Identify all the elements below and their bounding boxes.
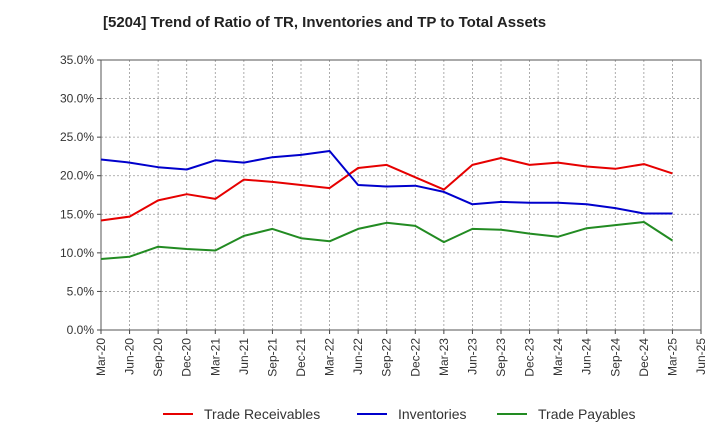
y-tick-label: 10.0% — [60, 246, 94, 260]
x-tick-label: Jun-21 — [237, 338, 251, 375]
x-tick-label: Jun-25 — [694, 338, 708, 375]
legend-label-trade-receivables: Trade Receivables — [204, 406, 320, 422]
y-tick-label: 20.0% — [60, 169, 94, 183]
x-tick-label: Dec-21 — [294, 338, 308, 377]
legend-label-inventories: Inventories — [398, 406, 466, 422]
x-tick-label: Jun-22 — [351, 338, 365, 375]
y-tick-label: 0.0% — [67, 323, 95, 337]
x-tick-label: Dec-24 — [637, 338, 651, 377]
x-tick-label: Sep-24 — [608, 338, 622, 377]
chart-title: [5204] Trend of Ratio of TR, Inventories… — [103, 14, 547, 31]
axes-layer: 0.0% 5.0% 10.0% 15.0% 20.0% 25.0% 30.0% 35.0% Ma… — [60, 53, 708, 377]
x-tick-label: Mar-23 — [437, 338, 451, 376]
x-tick-label: Mar-20 — [94, 338, 108, 376]
x-tick-label: Dec-23 — [523, 338, 537, 377]
y-tick-label: 30.0% — [60, 92, 94, 106]
x-tick-label: Sep-20 — [151, 338, 165, 377]
plot-area — [101, 60, 701, 330]
series-line-trade-receivables — [100, 157, 673, 222]
x-tick-label: Dec-20 — [180, 338, 194, 377]
y-tick-label: 15.0% — [60, 207, 94, 221]
x-tick-label: Sep-21 — [265, 338, 279, 377]
series-layer — [100, 150, 673, 260]
y-tick-label: 5.0% — [67, 284, 95, 298]
x-tick-label: Mar-25 — [665, 338, 679, 376]
series-line-inventories — [100, 150, 673, 215]
x-tick-label: Sep-23 — [494, 338, 508, 377]
x-tick-label: Jun-24 — [580, 338, 594, 375]
y-tick-label: 35.0% — [60, 53, 94, 67]
x-tick-label: Mar-21 — [208, 338, 222, 376]
x-tick-label: Jun-23 — [465, 338, 479, 375]
grid-layer — [100, 59, 702, 331]
legend-label-trade-payables: Trade Payables — [538, 406, 636, 422]
series-line-trade-payables — [100, 221, 673, 260]
x-tick-label: Jun-20 — [123, 338, 137, 375]
y-tick-label: 25.0% — [60, 130, 94, 144]
legend: Trade Receivables Inventories Trade Payabl… — [163, 406, 636, 422]
plot-frame — [100, 59, 702, 331]
x-tick-label: Mar-22 — [323, 338, 337, 376]
x-tick-label: Dec-22 — [408, 338, 422, 377]
x-tick-label: Sep-22 — [380, 338, 394, 377]
x-tick-label: Mar-24 — [551, 338, 565, 376]
